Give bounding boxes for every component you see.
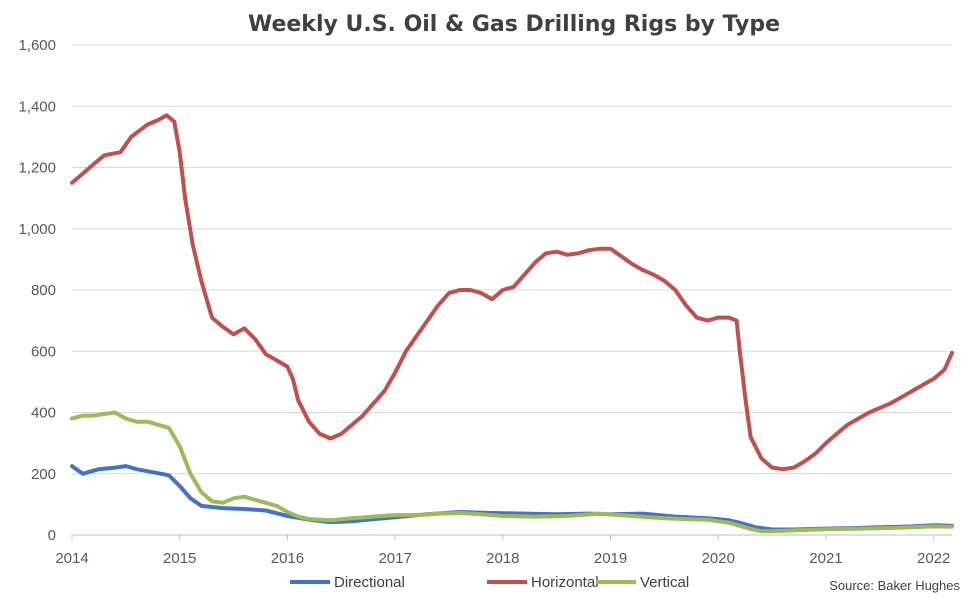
y-tick-label: 1,200 (18, 160, 56, 177)
x-tick-label: 2014 (55, 550, 88, 567)
series-line-vertical (70, 410, 954, 534)
x-tick-label: 2016 (271, 550, 304, 567)
x-tick-label: 2022 (917, 550, 950, 567)
legend-label-horizontal: Horizontal (531, 574, 599, 591)
y-tick-label: 600 (31, 343, 56, 360)
series-line-directional (70, 464, 954, 532)
x-axis: 2014 2015 2016 2017 2018 2019 2020 2021 2022 (55, 534, 952, 567)
y-axis: 0 200 400 600 800 1,000 1,200 1,400 1,600 (18, 37, 56, 544)
x-tick-label: 2018 (486, 550, 519, 567)
x-tick-label: 2017 (378, 550, 411, 567)
x-tick-label: 2019 (594, 550, 627, 567)
legend-label-vertical: Vertical (640, 574, 689, 591)
y-tick-label: 1,400 (18, 98, 56, 115)
x-tick-label: 2015 (163, 550, 196, 567)
y-tick-label: 400 (31, 405, 56, 422)
grid-lines (72, 44, 952, 536)
y-tick-label: 0 (48, 527, 56, 544)
series-lines (70, 113, 954, 534)
legend: Directional Horizontal Vertical (290, 574, 689, 591)
y-tick-label: 1,000 (18, 221, 56, 238)
source-note: Source: Baker Hughes (829, 578, 960, 593)
chart-title: Weekly U.S. Oil & Gas Drilling Rigs by T… (248, 12, 780, 37)
legend-label-directional: Directional (334, 574, 405, 591)
series-line-horizontal (70, 113, 954, 472)
y-tick-label: 800 (31, 282, 56, 299)
x-tick-label: 2020 (702, 550, 735, 567)
y-tick-label: 200 (31, 466, 56, 483)
y-tick-label: 1,600 (18, 37, 56, 54)
x-tick-label: 2021 (809, 550, 842, 567)
